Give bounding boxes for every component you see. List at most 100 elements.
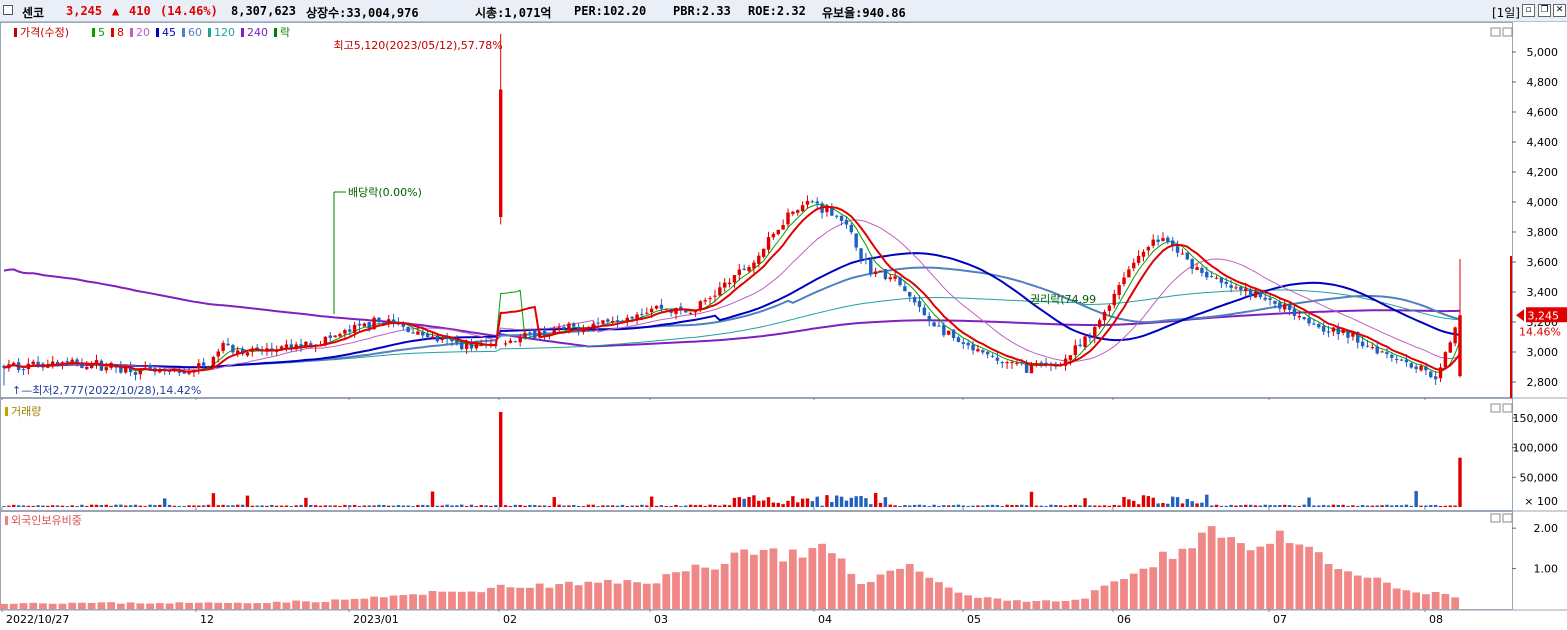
volume-bar [601, 505, 605, 507]
ma-20-line [3, 219, 1461, 371]
price-candle [830, 206, 834, 216]
price-candle [742, 268, 746, 270]
volume-bar [1146, 496, 1151, 507]
volume-bar [981, 505, 985, 507]
volume-bar [708, 504, 712, 507]
price-candle [36, 361, 40, 365]
x-tick-label: 08 [1429, 613, 1443, 626]
volume-bar [844, 500, 849, 507]
listed-shares: 상장수:33,004,976 [306, 6, 419, 20]
foreign-bar [418, 594, 427, 609]
panel-control-button[interactable] [1502, 513, 1513, 523]
volume-bar [124, 505, 128, 507]
price-candle [649, 308, 654, 313]
price-candle [279, 346, 284, 350]
volume-bar [386, 505, 391, 507]
volume-bar [1404, 504, 1409, 507]
volume-bar [732, 497, 737, 507]
panel-control-button[interactable] [1502, 27, 1513, 37]
price-candle [523, 333, 527, 338]
price-candle [800, 205, 805, 212]
price-candle [898, 277, 902, 286]
restore-button[interactable]: ❐ [1538, 4, 1551, 17]
select-checkbox[interactable] [3, 5, 13, 15]
foreign-bar [1022, 601, 1031, 609]
foreign-bar [78, 602, 86, 609]
price-candle [513, 341, 518, 343]
price-candle [1331, 327, 1336, 332]
volume-bar [513, 504, 518, 507]
panel-control-button[interactable] [1490, 27, 1501, 37]
volume-bar [1356, 505, 1360, 507]
panel-control-button[interactable] [1502, 403, 1513, 413]
price-candle [1302, 316, 1306, 320]
panel-control-button[interactable] [1490, 403, 1501, 413]
foreign-bar [1139, 568, 1148, 609]
foreign-bar [935, 582, 943, 609]
volume-bar [41, 505, 45, 507]
x-tick-label: 03 [654, 613, 668, 626]
legend-swatch [274, 28, 277, 37]
volume-bar [1229, 504, 1233, 507]
price-candle [713, 295, 717, 297]
price-candle [440, 338, 444, 341]
period-selector[interactable]: [1일] [1491, 6, 1520, 20]
volume-bar [693, 505, 698, 507]
foreign-tick-label: 1.00 [1534, 563, 1559, 576]
volume-bar [1453, 505, 1457, 507]
price-candle [562, 326, 566, 330]
close-button[interactable]: ✕ [1553, 4, 1566, 17]
market-cap: 시총:1,071억 [475, 6, 552, 20]
volume-bar [1321, 505, 1326, 507]
volume-bar [820, 505, 824, 507]
volume-bar [747, 496, 751, 507]
foreign-bar [116, 603, 125, 609]
volume-bar [1331, 504, 1336, 507]
price-candle [1404, 359, 1409, 363]
volume-bar [1175, 497, 1180, 507]
volume-bar [635, 505, 639, 507]
panel-control-button[interactable] [1490, 513, 1501, 523]
volume-bar [688, 504, 693, 507]
foreign-bar [146, 603, 154, 609]
foreign-bar [603, 579, 612, 609]
volume-bar [893, 505, 897, 507]
price-candle [1375, 346, 1379, 354]
price-candle [323, 336, 328, 345]
x-tick-label: 12 [200, 613, 214, 626]
price-candle [567, 323, 571, 330]
price-candle [1409, 363, 1414, 368]
price-candle [869, 259, 873, 275]
foreign-bar [1159, 551, 1167, 609]
volume-bar [260, 505, 264, 507]
foreign-bar [97, 602, 106, 609]
volume-bar [294, 505, 298, 507]
volume-bar [903, 505, 907, 507]
price-candle [124, 366, 128, 373]
price-candle [1429, 371, 1433, 378]
price-candle [406, 326, 410, 333]
foreign-bar [1042, 600, 1050, 609]
foreign-bar [1295, 544, 1304, 609]
foreign-bar [1334, 569, 1343, 609]
maximize-button[interactable]: ▫ [1522, 4, 1535, 17]
volume-bar [1414, 491, 1418, 507]
volume-bar [912, 504, 917, 507]
foreign-bar [691, 564, 700, 609]
foreign-bar [107, 602, 116, 609]
volume-bar [1044, 506, 1048, 507]
volume-bar [669, 505, 673, 507]
volume-bar [898, 505, 902, 507]
foreign-bar [87, 602, 96, 609]
volume-bar [908, 505, 912, 507]
volume-bar [240, 504, 245, 507]
volume-bar [1039, 505, 1043, 507]
rights-annotation: 권리락(74.99 [1030, 293, 1096, 306]
price-candle [942, 324, 946, 336]
price-candle [474, 343, 479, 349]
stock-chart[interactable]: 5,000 4,800 4,600 4,400 4,200 4,000 3,800 3,600… [0, 22, 1567, 630]
volume-bar [805, 498, 810, 507]
foreign-bar [672, 572, 680, 609]
volume-bar [1248, 504, 1253, 507]
volume-bar [995, 505, 1000, 507]
